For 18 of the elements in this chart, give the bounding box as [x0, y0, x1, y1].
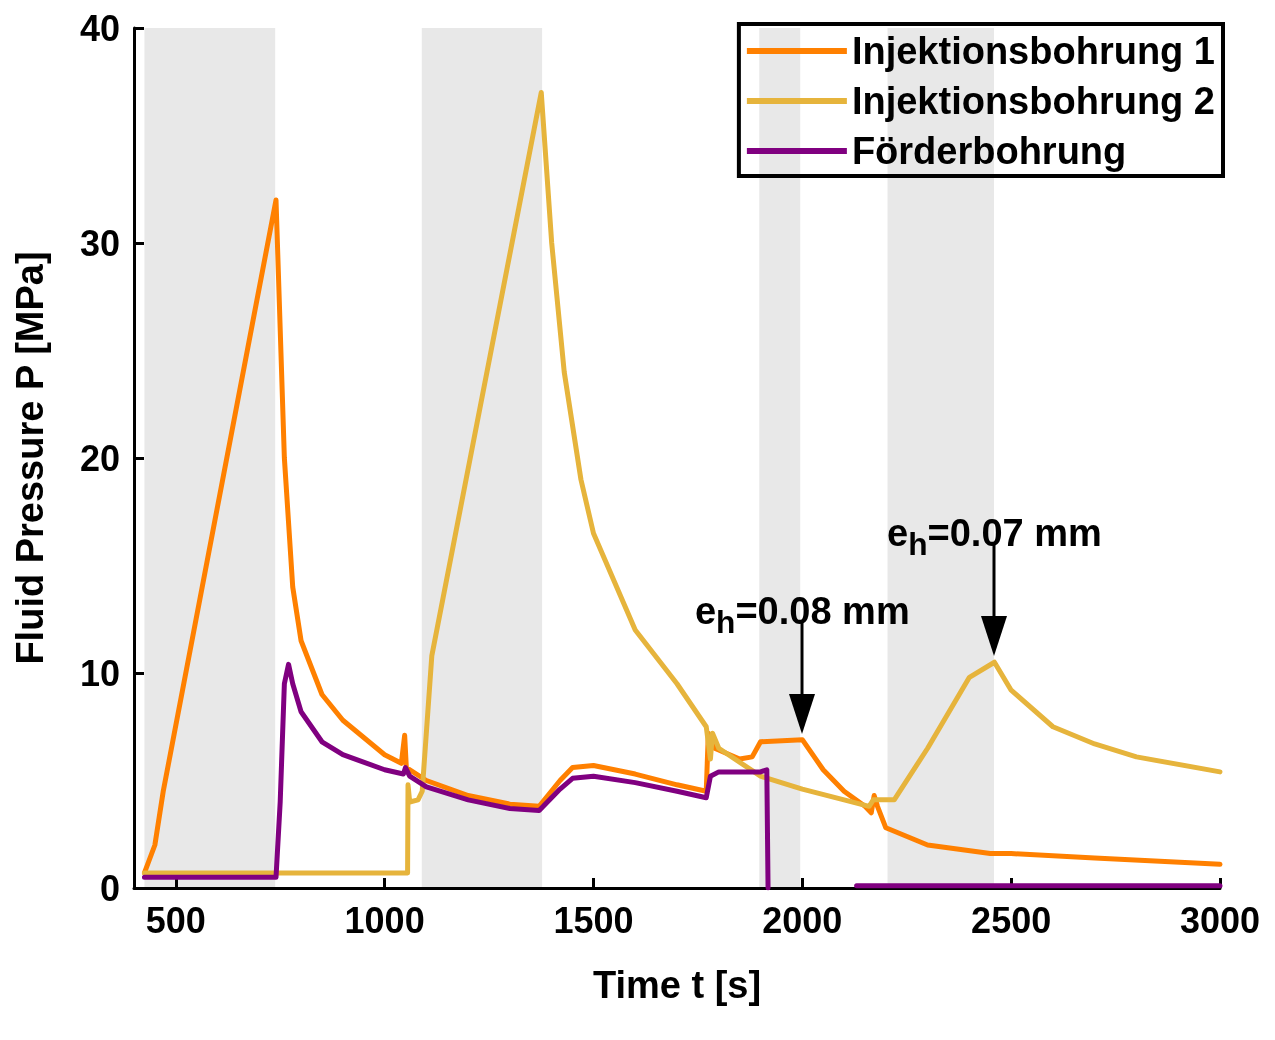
x-tick-label: 2500: [971, 899, 1052, 941]
y-tick-label: 10: [79, 652, 120, 694]
x-tick-label: 500: [145, 899, 206, 941]
y-tick-label: 0: [99, 867, 120, 909]
annotation: e$_{h}$=0.08 mm: [694, 589, 910, 641]
x-tick-label: 2000: [762, 899, 843, 941]
y-tick-label: 40: [79, 7, 120, 49]
y-tick-label: 20: [79, 437, 120, 479]
legend-label: Injektionsbohrung 1: [851, 30, 1216, 72]
x-tick-label: 1500: [553, 899, 634, 941]
x-axis-title: Time t [s]: [592, 964, 762, 1006]
legend-label: Injektionsbohrung 2: [851, 80, 1216, 122]
legend-label: Förderbohrung: [851, 130, 1127, 172]
annotation: e$_{h}$=0.07 mm: [887, 512, 1102, 563]
x-tick-label: 3000: [1179, 899, 1261, 941]
y-tick-label: 30: [79, 222, 120, 264]
x-tick-label: 1000: [344, 899, 425, 941]
y-axis-title: Fluid Pressure P [MPa]: [9, 251, 51, 665]
